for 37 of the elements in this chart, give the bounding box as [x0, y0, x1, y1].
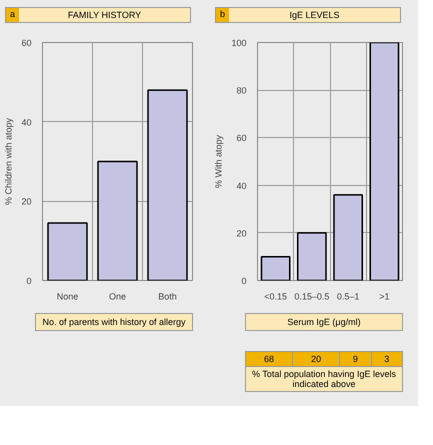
text: 68 — [246, 352, 293, 366]
y-axis-title: % With atopy — [213, 134, 224, 188]
bar — [260, 256, 291, 280]
y-tick-label: 40 — [21, 117, 32, 128]
text: b — [216, 8, 230, 22]
bar — [333, 194, 364, 280]
y-axis-title: % Children with atopy — [3, 117, 14, 206]
chart-title: FAMILY HISTORY — [66, 9, 142, 22]
x-axis-title: No. of parents with history of allergy — [35, 313, 193, 331]
bar — [47, 222, 88, 280]
bar — [369, 42, 400, 280]
y-tick-label: 0 — [241, 276, 247, 286]
x-tick-label: 0.5–1 — [336, 292, 360, 302]
x-tick-label: 0.15–0.5 — [294, 292, 330, 302]
y-tick-label: 20 — [236, 228, 247, 238]
x-axis-title: Serum IgE (μg/ml) — [245, 313, 403, 331]
y-tick-label: 100 — [231, 38, 247, 48]
y-tick-label: 40 — [236, 180, 247, 191]
y-tick-label: 60 — [236, 133, 247, 144]
bar — [296, 232, 327, 280]
bar — [147, 89, 188, 280]
x-tick-label: >1 — [379, 292, 390, 302]
x-tick-label: One — [108, 292, 126, 302]
x-tick-label: Both — [158, 292, 177, 302]
y-tick-label: 80 — [236, 86, 247, 96]
text: 9 — [340, 352, 372, 366]
text: a — [6, 8, 20, 22]
text: % Total population having IgE levels indicated above — [246, 366, 402, 392]
y-tick-label: 0 — [26, 276, 32, 286]
text: 20 — [292, 352, 340, 366]
y-tick-label: 20 — [21, 196, 32, 207]
y-tick-label: 60 — [21, 38, 32, 48]
bar — [97, 160, 138, 280]
x-tick-label: None — [56, 292, 78, 302]
text: 3 — [371, 352, 402, 366]
chart-title: IgE LEVELS — [288, 9, 341, 22]
x-tick-label: <0.15 — [264, 292, 288, 302]
